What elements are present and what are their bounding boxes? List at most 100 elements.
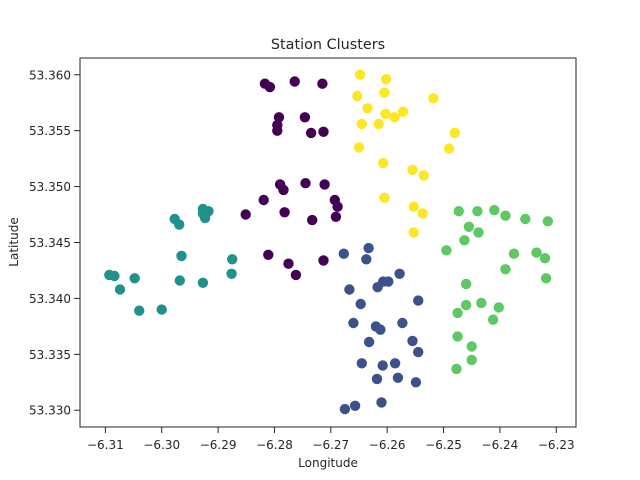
station-point-cluster-5-14 [353,142,365,153]
station-point-cluster-1-12 [300,178,311,189]
station-point-cluster-4-18 [476,297,487,309]
station-point-cluster-1-21 [263,249,274,260]
y-axis: 53.330 53.335 53.340 53.345 53.350 53.355 53.3… [29,68,80,418]
x-tick-label: −6.28 [256,438,293,452]
station-point-cluster-3-13 [197,277,209,288]
x-tick-label: −6.26 [369,438,406,452]
station-point-cluster-1-20 [332,201,343,212]
station-point-cluster-2-11 [348,317,359,329]
station-point-cluster-1-16 [279,207,290,218]
x-axis: −6.31 −6.30 −6.29 −6.28 −6.27 −6.26 −6.25 −6.24… [87,427,575,452]
station-point-cluster-2-5 [383,276,394,287]
station-point-cluster-2-20 [356,358,367,369]
station-point-cluster-3-6 [203,206,214,217]
station-point-cluster-5-3 [379,87,390,98]
station-point-cluster-3-8 [227,254,238,265]
x-tick-label: −6.27 [312,438,349,452]
station-point-cluster-5-11 [373,118,384,130]
station-point-cluster-2-3 [361,254,372,265]
station-point-cluster-4-25 [451,363,462,375]
station-point-cluster-4-5 [520,213,531,225]
station-point-cluster-2-14 [397,317,408,329]
station-point-cluster-2-15 [363,336,375,348]
station-point-cluster-5-1 [354,69,366,81]
x-tick-label: −6.23 [538,438,575,452]
station-point-cluster-5-6 [362,103,373,114]
station-point-cluster-5-2 [380,74,392,85]
x-tick-label: −6.29 [200,438,237,452]
x-axis-label: Longitude [298,456,358,470]
chart-title: Station Clusters [271,37,385,53]
station-point-cluster-2-26 [339,403,351,415]
station-point-cluster-5-5 [428,93,439,104]
y-tick-label: 53.350 [29,180,71,194]
station-point-cluster-4-15 [460,278,472,290]
station-point-cluster-5-17 [418,170,429,181]
station-point-cluster-1-23 [290,269,302,281]
station-point-cluster-1-24 [318,255,329,266]
station-point-cluster-1-11 [319,179,330,190]
station-point-cluster-3-7 [176,250,187,262]
station-point-cluster-3-12 [174,275,185,286]
station-point-cluster-1-7 [273,112,285,123]
station-point-cluster-4-13 [539,253,551,264]
station-point-cluster-4-20 [452,307,463,319]
station-point-cluster-1-25 [330,211,342,222]
y-tick-label: 53.340 [29,292,71,306]
station-point-cluster-1-6 [272,119,283,131]
station-point-cluster-3-14 [226,268,237,279]
station-point-cluster-2-21 [371,373,383,385]
station-point-cluster-2-9 [413,295,424,306]
station-point-cluster-4-10 [441,245,452,256]
station-point-cluster-2-22 [392,372,404,383]
station-point-cluster-1-15 [258,194,269,206]
station-point-cluster-4-21 [487,314,499,325]
plot-frame [79,57,577,428]
y-tick-label: 53.360 [29,68,71,82]
station-point-cluster-1-10 [318,126,329,137]
station-point-cluster-5-18 [379,192,390,203]
station-point-cluster-2-13 [375,324,386,335]
x-tick-label: −6.31 [87,438,124,452]
station-point-cluster-5-4 [352,90,363,102]
station-point-cluster-2-6 [394,268,405,279]
station-point-cluster-2-19 [377,360,388,371]
station-point-cluster-1-3 [289,76,300,87]
station-point-cluster-2-18 [389,358,401,369]
station-point-cluster-5-8 [397,106,409,117]
station-point-cluster-2-2 [338,248,349,259]
station-point-cluster-2-10 [355,298,366,310]
station-point-cluster-4-8 [473,227,484,238]
station-point-cluster-4-17 [460,299,472,311]
station-point-cluster-1-17 [240,209,251,220]
station-point-cluster-4-9 [459,235,470,246]
x-tick-label: −6.30 [143,438,180,452]
station-point-cluster-2-24 [376,397,387,408]
station-point-cluster-2-17 [413,346,424,358]
station-point-cluster-5-15 [378,157,389,169]
points-layer [104,69,553,415]
station-point-cluster-3-17 [156,304,167,315]
station-point-cluster-1-22 [283,258,294,269]
station-point-cluster-4-22 [452,331,463,342]
station-point-cluster-5-13 [444,143,455,154]
station-point-cluster-4-24 [466,354,477,366]
station-point-cluster-4-3 [489,204,500,216]
y-tick-label: 53.330 [29,404,71,418]
y-tick-label: 53.335 [29,348,71,362]
station-point-cluster-4-23 [466,341,477,352]
station-point-cluster-5-20 [417,208,428,219]
station-point-cluster-1-9 [305,127,317,139]
y-tick-label: 53.345 [29,236,71,250]
station-point-cluster-5-9 [389,112,400,123]
station-point-cluster-4-19 [493,302,504,313]
station-point-cluster-2-8 [372,282,383,293]
station-point-cluster-4-4 [500,210,511,221]
station-point-cluster-2-23 [410,377,422,388]
station-point-cluster-5-19 [408,201,419,212]
station-point-cluster-5-21 [408,227,419,238]
station-point-cluster-5-12 [449,127,460,139]
station-point-cluster-3-11 [129,273,140,284]
station-point-cluster-2-7 [344,284,355,295]
station-point-cluster-4-14 [500,264,511,275]
